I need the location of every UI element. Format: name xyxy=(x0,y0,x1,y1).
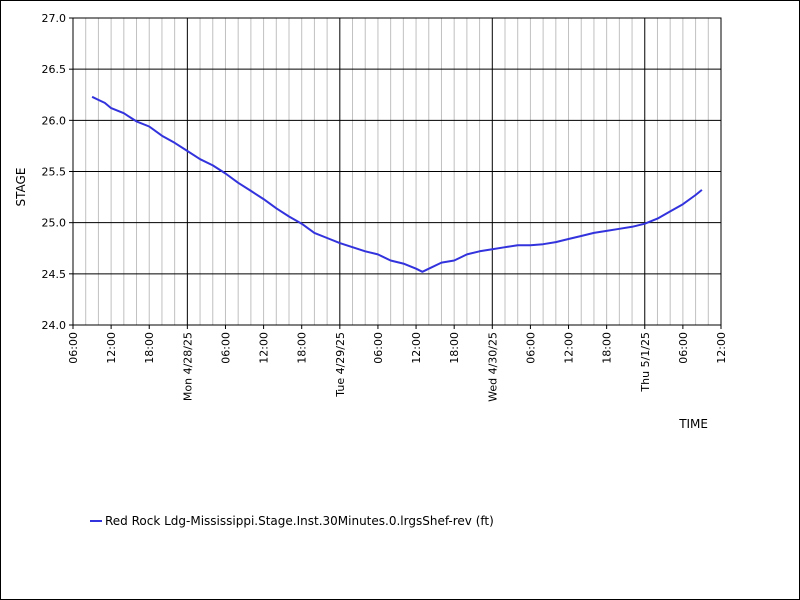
x-tick-labels: 06:00 12:00 18:00 Mon 4/28/25 06:00 12:00 18:0… xyxy=(67,325,728,402)
x-tick-label: 12:00 xyxy=(258,332,271,364)
x-tick-label: 12:00 xyxy=(105,332,118,364)
y-tick-label: 26.0 xyxy=(42,114,67,127)
x-tick-label: 06:00 xyxy=(677,332,690,364)
x-tick-label: Thu 5/1/25 xyxy=(639,332,652,393)
legend: Red Rock Ldg-Mississippi.Stage.Inst.30Mi… xyxy=(90,514,494,528)
y-tick-label: 24.0 xyxy=(42,319,67,332)
x-tick-label: Tue 4/29/25 xyxy=(334,332,347,398)
y-tick-labels: 24.0 24.5 25.0 25.5 26.0 26.5 27.0 xyxy=(42,12,73,332)
x-tick-label: 18:00 xyxy=(601,332,614,364)
x-tick-label: 12:00 xyxy=(563,332,576,364)
y-tick-label: 25.0 xyxy=(42,217,67,230)
x-tick-label: 18:00 xyxy=(143,332,156,364)
x-tick-label: 18:00 xyxy=(448,332,461,364)
series-layer xyxy=(91,95,703,273)
x-tick-label: 12:00 xyxy=(715,332,728,364)
x-tick-label: 06:00 xyxy=(219,332,232,364)
x-tick-label: 06:00 xyxy=(67,332,80,364)
major-gridlines xyxy=(73,17,721,326)
x-tick-label: Mon 4/28/25 xyxy=(181,332,194,401)
x-axis-label: TIME xyxy=(678,417,708,431)
y-tick-label: 27.0 xyxy=(42,12,67,25)
x-tick-label: 06:00 xyxy=(372,332,385,364)
x-tick-label: 12:00 xyxy=(410,332,423,364)
series-line xyxy=(91,95,703,273)
y-tick-label: 26.5 xyxy=(42,63,67,76)
x-tick-label: Wed 4/30/25 xyxy=(486,332,499,402)
legend-label: Red Rock Ldg-Mississippi.Stage.Inst.30Mi… xyxy=(105,514,494,528)
x-tick-label: 18:00 xyxy=(296,332,309,364)
x-tick-label: 06:00 xyxy=(524,332,537,364)
y-axis-label: STAGE xyxy=(14,168,28,207)
y-tick-label: 24.5 xyxy=(42,268,67,281)
legend-swatch xyxy=(90,520,102,522)
y-tick-label: 25.5 xyxy=(42,166,67,179)
